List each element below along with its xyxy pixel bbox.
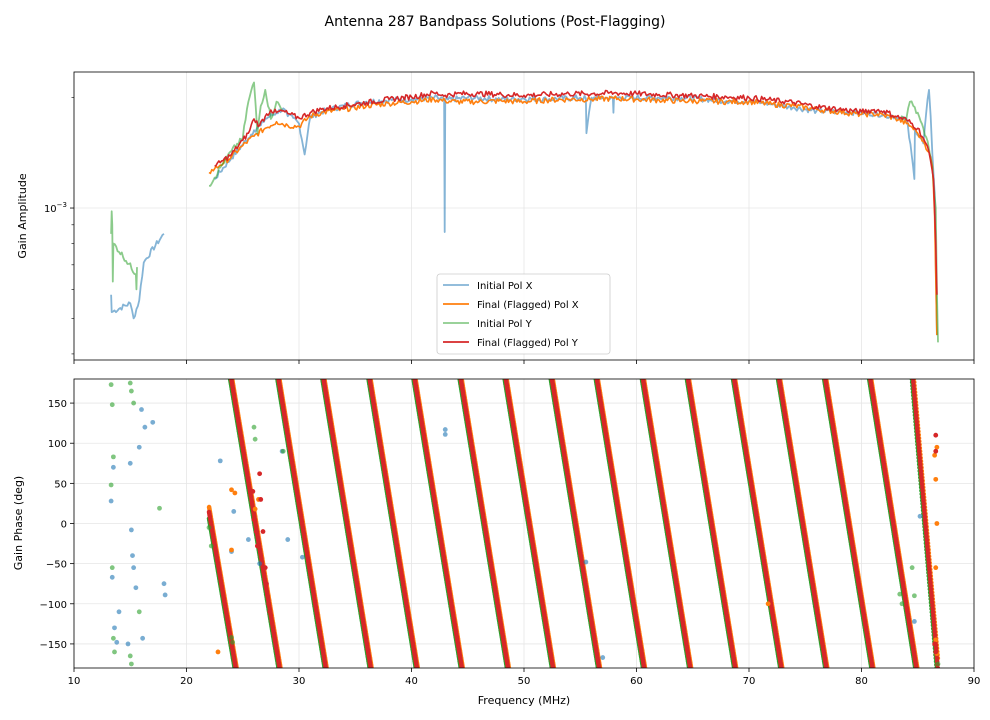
amplitude-ytick-label: 10−3 (44, 201, 67, 215)
legend-label: Final (Flagged) Pol Y (477, 338, 579, 349)
legend: Initial Pol X Final (Flagged) Pol X Initia… (436, 273, 611, 355)
legend-label: Initial Pol X (477, 281, 533, 292)
legend-label: Final (Flagged) Pol X (477, 300, 579, 311)
phase-series (108, 379, 941, 668)
legend-label: Initial Pol Y (477, 319, 533, 330)
figure-title: Antenna 287 Bandpass Solutions (Post-Fla… (325, 14, 666, 30)
amplitude-ylabel: Gain Amplitude (16, 173, 29, 258)
amplitude-series (110, 81, 939, 343)
amplitude-line-final-flagged-pol-y (214, 89, 938, 295)
legend-box (436, 273, 611, 355)
amplitude-panel: 10−3 Gain Amplitude Initial Pol X Final (… (16, 71, 975, 364)
